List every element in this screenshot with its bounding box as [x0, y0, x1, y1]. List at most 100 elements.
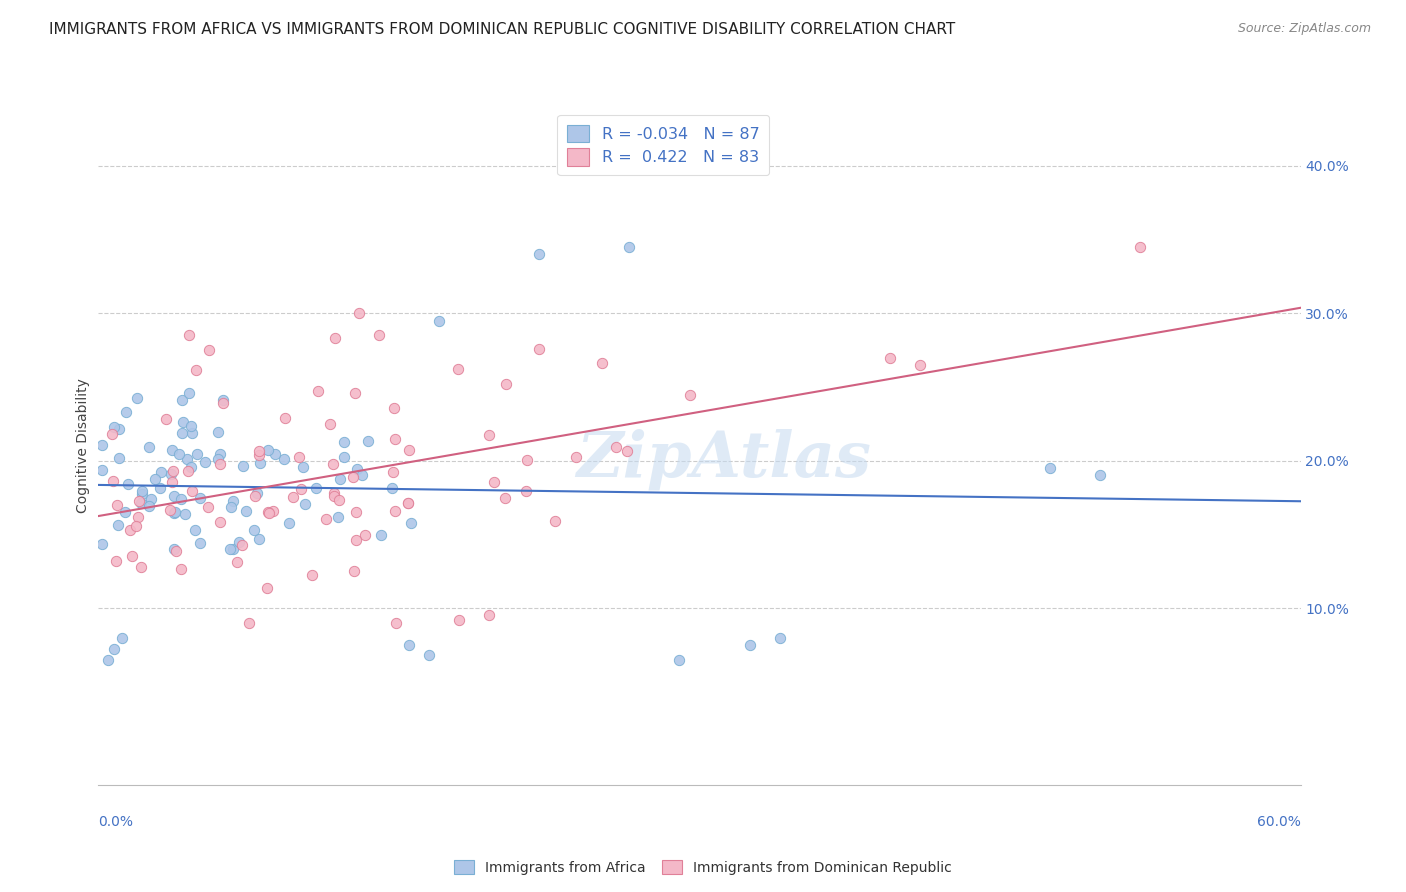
Y-axis label: Cognitive Disability: Cognitive Disability [76, 378, 90, 514]
Point [384, 504, 406, 518]
Point [278, 516, 301, 530]
Point [163, 542, 186, 557]
Point [619, 240, 641, 254]
Point [879, 351, 901, 365]
Point [149, 481, 172, 495]
Point [738, 638, 761, 652]
Point [257, 506, 280, 520]
Point [527, 342, 550, 356]
Point [128, 494, 150, 508]
Point [160, 443, 183, 458]
Point [243, 524, 266, 538]
Point [346, 461, 368, 475]
Point [115, 405, 138, 419]
Point [290, 482, 312, 496]
Point [262, 503, 284, 517]
Point [138, 500, 160, 514]
Point [273, 411, 295, 425]
Point [207, 425, 229, 439]
Point [160, 475, 183, 490]
Point [329, 472, 352, 486]
Point [114, 505, 136, 519]
Point [184, 363, 207, 377]
Point [103, 642, 125, 657]
Point [1088, 468, 1111, 483]
Point [225, 555, 247, 569]
Point [605, 440, 627, 454]
Point [162, 464, 184, 478]
Point [370, 527, 392, 541]
Point [529, 247, 551, 261]
Point [247, 448, 270, 462]
Point [150, 465, 173, 479]
Point [515, 483, 537, 498]
Point [238, 615, 260, 630]
Point [344, 505, 367, 519]
Point [396, 496, 419, 510]
Point [592, 356, 614, 370]
Point [91, 537, 114, 551]
Point [477, 428, 499, 442]
Point [287, 450, 309, 464]
Point [91, 437, 114, 451]
Point [396, 496, 419, 510]
Point [207, 452, 229, 467]
Point [143, 473, 166, 487]
Point [139, 491, 162, 506]
Point [165, 505, 187, 519]
Point [127, 510, 149, 524]
Point [163, 489, 186, 503]
Point [221, 500, 243, 514]
Point [120, 524, 142, 538]
Point [328, 493, 350, 508]
Point [101, 474, 124, 488]
Point [188, 491, 211, 506]
Point [131, 487, 153, 501]
Point [174, 507, 197, 521]
Point [447, 613, 470, 627]
Point [127, 391, 149, 405]
Point [222, 542, 245, 557]
Point [180, 419, 202, 434]
Point [124, 518, 146, 533]
Point [172, 415, 194, 429]
Point [228, 534, 250, 549]
Point [249, 456, 271, 470]
Point [232, 459, 254, 474]
Point [209, 516, 232, 530]
Point [121, 549, 143, 564]
Point [111, 631, 134, 645]
Point [343, 564, 366, 578]
Point [357, 434, 380, 448]
Point [176, 451, 198, 466]
Point [368, 328, 391, 343]
Point [447, 361, 470, 376]
Point [193, 455, 215, 469]
Point [108, 422, 131, 436]
Point [342, 469, 364, 483]
Point [343, 385, 366, 400]
Point [243, 489, 266, 503]
Point [256, 442, 278, 457]
Point [97, 653, 120, 667]
Point [385, 615, 408, 630]
Point [179, 386, 201, 401]
Point [163, 506, 186, 520]
Point [328, 509, 350, 524]
Point [264, 447, 287, 461]
Point [347, 306, 370, 320]
Legend: Immigrants from Africa, Immigrants from Dominican Republic: Immigrants from Africa, Immigrants from … [449, 855, 957, 880]
Point [307, 384, 329, 398]
Point [186, 446, 208, 460]
Point [401, 516, 423, 530]
Point [769, 631, 792, 645]
Point [108, 451, 131, 466]
Point [231, 538, 253, 552]
Point [247, 444, 270, 458]
Point [398, 442, 420, 457]
Point [544, 514, 567, 528]
Point [180, 483, 202, 498]
Point [170, 562, 193, 576]
Point [183, 523, 205, 537]
Text: ZipAtlas: ZipAtlas [576, 429, 872, 491]
